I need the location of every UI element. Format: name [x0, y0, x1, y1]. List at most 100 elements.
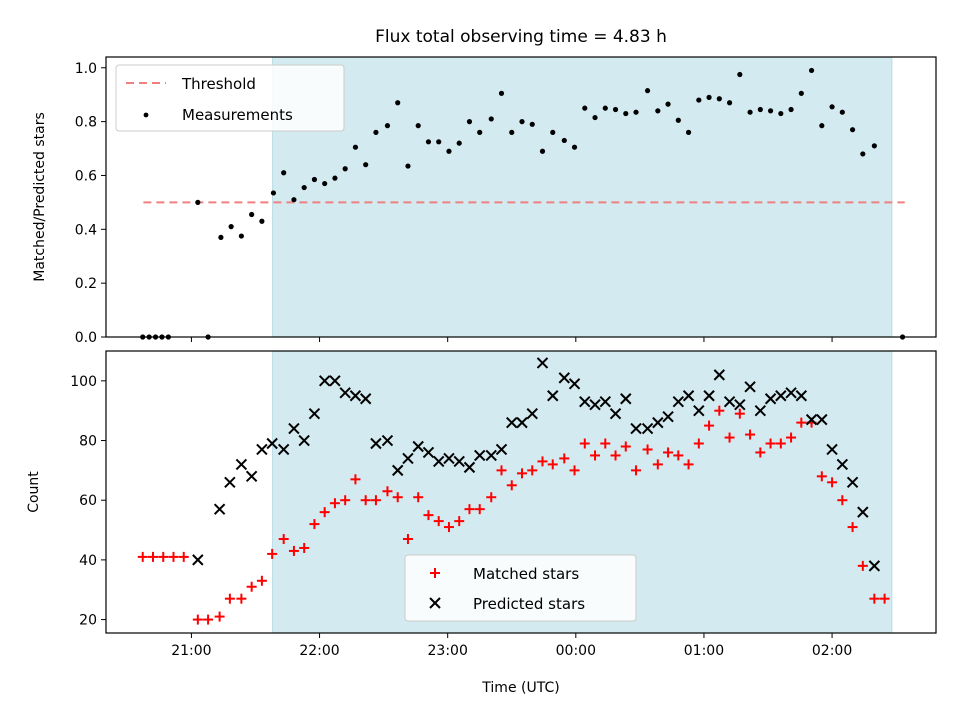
matched-star-point — [192, 614, 203, 625]
measurement-point — [498, 90, 505, 96]
measurement-point — [819, 123, 825, 129]
matched-star-point — [370, 495, 381, 506]
measurement-point — [332, 175, 338, 181]
y-tick-label: 100 — [70, 374, 97, 390]
y-tick-label: 0.2 — [75, 276, 97, 292]
matched-star-point — [642, 444, 653, 455]
predicted-star-point — [213, 503, 226, 515]
measurement-point — [456, 140, 462, 146]
count-legend: Matched stars Predicted stars — [404, 554, 637, 622]
legend-threshold-label: Threshold — [181, 75, 256, 93]
measurement-point — [839, 109, 845, 115]
measurement-point — [519, 119, 525, 125]
matched-star-point — [319, 507, 330, 518]
top-axis-ticks: 0.0 0.2 0.4 0.6 0.8 1.0 — [75, 61, 833, 346]
predicted-star-point — [463, 461, 476, 474]
matched-star-point — [340, 495, 351, 506]
predicted-star-point — [412, 440, 424, 453]
matched-star-point — [168, 551, 179, 562]
measurement-point — [808, 67, 815, 74]
matched-star-point — [236, 593, 247, 604]
matched-star-point — [610, 450, 621, 461]
matched-star-point — [178, 551, 189, 562]
y-axis-label: Count — [26, 471, 42, 513]
measurement-point — [644, 88, 651, 94]
measurement-point — [655, 108, 661, 114]
measurement-point — [571, 144, 578, 150]
matched-star-point — [765, 438, 776, 449]
measurement-point — [685, 129, 692, 135]
measurement-point — [871, 143, 877, 149]
measurement-point — [425, 139, 432, 145]
matched-star-point — [663, 447, 674, 458]
predicted-star-point — [192, 554, 204, 566]
legend-box — [404, 554, 637, 622]
measurement-point — [602, 105, 608, 111]
predicted-star-point — [266, 437, 278, 450]
x-tick-label: 21:00 — [171, 643, 211, 659]
predicted-star-point — [682, 390, 695, 402]
predicted-star-point — [308, 407, 321, 420]
matched-star-point — [579, 438, 590, 449]
y-tick-label: 80 — [79, 434, 97, 450]
predicted-star-point — [795, 390, 808, 402]
measurement-point — [829, 104, 835, 110]
count-panel-frame — [105, 350, 937, 634]
measurement-point — [405, 163, 411, 169]
y-tick-label: 20 — [79, 613, 97, 629]
measurement-point — [466, 119, 473, 125]
predicted-stars-series — [192, 357, 881, 572]
measurement-point — [696, 97, 702, 103]
y-tick-label: 40 — [79, 553, 97, 569]
y-tick-label: 0.8 — [75, 115, 97, 131]
measurement-point — [592, 114, 598, 121]
predicted-star-point — [826, 443, 838, 456]
measurement-point — [363, 162, 369, 168]
matched-star-point — [256, 575, 267, 586]
predicted-star-point — [526, 407, 538, 420]
matched-star-point — [693, 438, 704, 449]
matched-star-point — [474, 504, 485, 515]
y-tick-label: 0.4 — [75, 222, 97, 238]
matched-star-point — [827, 477, 838, 488]
matched-star-point — [496, 465, 507, 476]
measurement-point — [373, 129, 379, 135]
predicted-star-point — [693, 404, 705, 417]
measurement-point — [352, 144, 359, 150]
predicted-star-point — [620, 393, 632, 405]
predicted-star-point — [754, 404, 767, 417]
matched-star-point — [506, 480, 517, 491]
measurement-point — [436, 139, 442, 145]
predicted-star-point — [775, 390, 787, 402]
measurement-point — [550, 129, 556, 135]
predicted-star-point — [857, 506, 869, 518]
predicted-star-point — [868, 560, 881, 572]
matched-star-point — [704, 420, 715, 431]
predicted-star-point — [370, 437, 382, 450]
predicted-star-point — [805, 413, 818, 426]
measurement-point — [238, 233, 244, 239]
matched-star-point — [857, 560, 868, 571]
predicted-star-point — [609, 407, 622, 420]
predicted-star-point — [744, 381, 756, 393]
matched-star-point — [734, 408, 745, 419]
legend-matched-label: Matched stars — [473, 565, 579, 583]
measurement-point — [342, 166, 348, 172]
matched-star-point — [203, 614, 214, 625]
y-axis-label: Matched/Predicted stars — [32, 112, 48, 282]
predicted-star-point — [245, 470, 258, 483]
matched-star-point — [454, 516, 465, 527]
matched-star-point — [433, 516, 444, 527]
predicted-star-point — [547, 390, 559, 402]
matched-star-point — [847, 522, 858, 533]
measurement-point — [747, 109, 753, 115]
predicted-star-point — [256, 443, 268, 456]
matched-star-point — [214, 611, 225, 622]
matched-star-point — [796, 417, 807, 428]
matched-stars-series — [137, 405, 890, 625]
predicted-star-point — [785, 387, 797, 399]
measurement-point — [249, 211, 255, 218]
measurement-point — [281, 170, 287, 176]
chart-title: Flux total observing time = 4.83 h — [375, 27, 667, 47]
legend-measurements-swatch — [143, 112, 149, 118]
